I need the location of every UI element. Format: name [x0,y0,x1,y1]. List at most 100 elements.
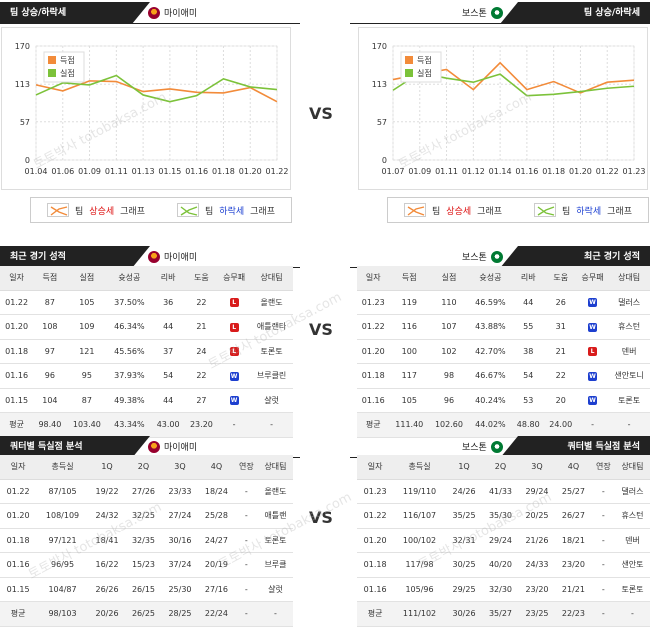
legend-up-text: 상승세 [89,206,115,217]
legend-down: 팀 하락세 그래프 [177,203,275,217]
table-cell: 119 [389,290,430,315]
table-cell: 샬럿 [250,388,293,413]
table-cell: 98 [429,363,469,389]
column-header: 3Q [161,455,199,480]
table-cell: - [234,528,258,553]
table-row: 01.18 97/121 18/41 32/35 30/16 24/27- 토론토 [0,528,293,553]
vs-label: VS [309,508,333,527]
legend-up-text: 상승세 [446,206,472,217]
table-cell: 15/23 [125,552,162,578]
table-cell: 휴스턴 [614,503,650,529]
table-cell: 덴버 [614,528,650,553]
table-cell: 브루클린 [250,363,293,389]
table-cell: 96 [33,363,67,389]
table-cell: 휴스턴 [608,314,650,340]
team-name: 보스톤 [462,443,487,453]
column-header: 도움 [544,266,577,291]
table-cell: 01.18 [357,363,390,389]
table-cell: 104 [33,388,67,413]
legend-swatch [405,56,413,64]
table-cell: 26/15 [125,577,162,602]
table-cell: 21/26 [518,528,556,553]
table-cell: 24/26 [445,479,483,504]
table-cell: 01.23 [357,290,390,315]
table-cell: 01.15 [0,388,34,413]
table-cell: - [218,412,251,438]
legend-swatch [48,69,56,77]
table-cell: 117 [389,363,430,389]
y-tick-label: 113 [15,80,30,89]
table-cell: 54 [512,363,545,389]
table-cell: 38 [512,339,545,364]
table-cell: 29/24 [518,479,556,504]
away-trend-legend: 팀 상승세 그래프 팀 하락세 그래프 [387,197,649,223]
x-tick-label: 01.16 [185,167,208,176]
section-title: 쿼터별 득실점 분석 [0,436,150,458]
y-tick-label: 170 [15,42,30,51]
team-name: 마이애미 [164,253,198,263]
table-cell: W [218,363,251,389]
home-trend-chart: 0 57 113 170 01.04 01.06 01.09 01.11 01.13 01.15 0… [1,27,291,190]
table-cell: - [591,552,615,578]
column-header: 득점 [389,266,430,291]
table-cell: - [591,577,615,602]
home-line-chart: 0 57 113 170 01.04 01.06 01.09 01.11 01.13 01.15 0… [15,42,289,176]
x-tick-label: 01.09 [408,167,431,176]
legend-swatch [48,56,56,64]
table-row: 01.22 87/105 19/22 27/26 23/33 18/24- 올랜도 [0,479,293,504]
section-title: 팀 상승/하락세 [500,2,650,24]
win-badge-icon: W [229,396,239,406]
x-tick-label: 01.12 [462,167,485,176]
column-header: 실점 [66,266,108,291]
legend-up: 팀 상승세 그래프 [404,203,502,217]
column-header: 승무패 [218,266,251,291]
legend-team-text: 팀 [562,206,571,217]
win-badge-icon: W [588,298,598,308]
average-row: 평균 111/102 30/26 35/27 23/25 22/23- - [357,601,650,627]
series-line-scored [35,80,278,103]
table-cell: 95 [66,363,108,389]
win-badge-icon: W [588,396,598,406]
table-cell: 25/28 [198,503,235,529]
table-cell: 01.16 [357,577,394,602]
table-row: 01.22 87 105 37.50% 36 22 L 올랜도 [0,290,293,315]
table-cell: 108 [33,314,67,340]
table-cell: 32/30 [482,577,519,602]
home-trend-legend: 팀 상승세 그래프 팀 하락세 그래프 [30,197,292,223]
column-header: 1Q [88,455,126,480]
table-cell: 29/24 [482,528,519,553]
table-cell: 토론토 [257,528,293,553]
table-cell: 01.18 [0,339,34,364]
vs-label: VS [309,320,333,339]
column-header: 상대팀 [614,455,650,480]
y-tick-label: 0 [382,156,387,165]
table-cell: 107 [429,314,469,340]
heat-logo-icon [148,250,160,263]
table-cell: 20/19 [198,552,235,578]
table-cell: 01.23 [357,479,394,504]
table-cell: 애틀랜 [257,503,293,529]
table-cell: 댈러스 [614,479,650,504]
table-cell: 올랜도 [257,479,293,504]
table-cell: - [234,552,258,578]
table-cell: 42.70% [468,339,513,364]
table-cell: - [614,601,650,627]
table-cell: L [218,314,251,340]
table-cell: - [591,503,615,529]
table-cell: - [576,412,609,438]
table-cell: 01.18 [357,552,394,578]
column-header: 2Q [482,455,519,480]
table-cell: - [234,503,258,529]
win-badge-icon: W [588,322,598,332]
table-cell: 37.50% [107,290,152,315]
legend-team-text: 팀 [75,206,84,217]
x-tick-label: 01.13 [132,167,155,176]
table-cell: 24.00 [544,412,577,438]
table-cell: 105 [66,290,108,315]
table-cell: W [218,388,251,413]
table-cell: 30/25 [445,552,483,578]
table-cell: 87 [66,388,108,413]
x-tick-label: 01.04 [25,167,48,176]
table-row: 01.23 119/110 24/26 41/33 29/24 25/27- 댈러스 [357,479,650,504]
column-header: 일자 [0,455,37,480]
